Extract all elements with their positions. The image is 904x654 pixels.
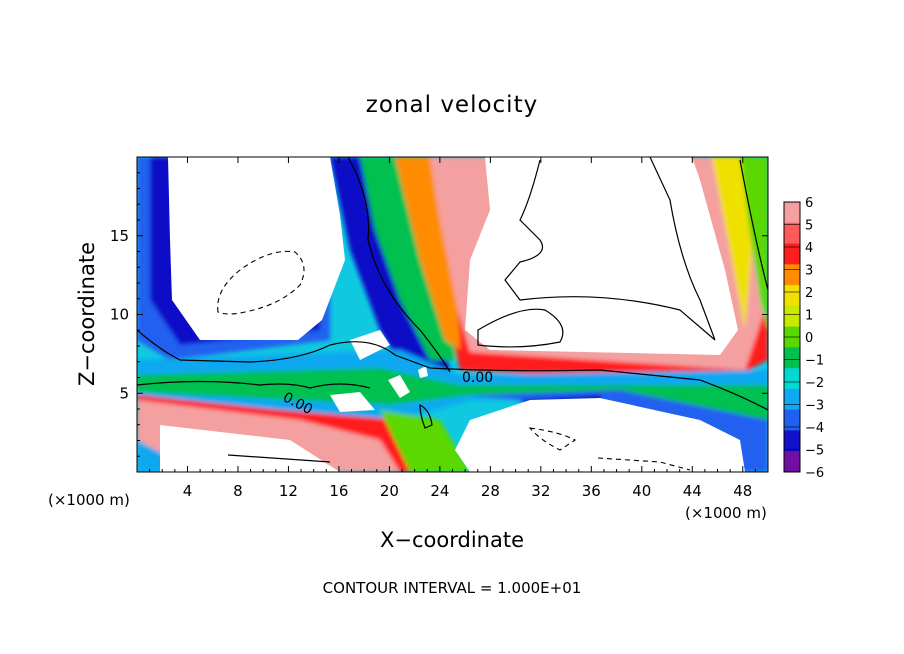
x-tick-label: 12 [279,482,298,500]
x-tick-label: 4 [183,482,193,500]
colorbar-swatch [784,409,800,431]
colorbar-label: −5 [805,444,824,459]
colorbar-label: 3 [805,264,813,279]
x-scale-note-right: (×1000 m) [685,504,767,522]
contour-lines [137,157,768,463]
colorbar-label: −1 [805,354,824,369]
colorbar-label: 1 [805,309,813,324]
x-axis-label: X−coordinate [380,528,524,552]
colorbar-label: −6 [805,466,824,481]
colorbar-swatch [784,347,800,369]
colorbar: 6 5 4 3 2 1 0 −1 −2 −3 −4 −5 −6 [783,196,824,481]
colorbar-swatch [784,305,800,328]
colorbar-swatch [784,388,800,411]
colorbar-label: −3 [805,399,824,414]
x-tick-label: 24 [430,482,449,500]
y-axis-ticks: 5 10 15 [110,172,768,457]
heatmap-field [137,157,768,472]
colorbar-label: −4 [805,421,824,436]
colorbar-label: 4 [805,241,813,256]
x-tick-label: 48 [733,482,752,500]
x-axis-ticks: 4 8 12 16 20 24 28 32 36 40 44 48 [149,157,756,500]
y-tick-label: 10 [110,306,129,324]
x-scale-note-left: (×1000 m) [48,491,130,509]
colorbar-swatch [784,430,800,452]
colorbar-swatch [784,368,800,390]
x-tick-label: 16 [329,482,348,500]
colorbar-label: 6 [805,196,813,211]
colorbar-label: 5 [805,219,813,234]
x-tick-label: 40 [632,482,651,500]
chart-title: zonal velocity [366,92,538,118]
colorbar-swatch [784,202,800,224]
y-tick-label: 5 [119,384,129,402]
colorbar-swatch [784,264,800,286]
contour-interval-footer: CONTOUR INTERVAL = 1.000E+01 [323,579,582,597]
colorbar-swatch [784,285,800,307]
dashed-contours [217,250,691,471]
y-axis-label: Z−coordinate [75,242,99,386]
x-tick-label: 32 [531,482,550,500]
x-tick-label: 44 [683,482,702,500]
colorbar-swatch [784,243,800,265]
colorbar-label: 0 [805,331,813,346]
y-tick-label: 15 [110,227,129,245]
colorbar-label: 2 [805,286,813,301]
colorbar-label: −2 [805,376,824,391]
contour-label-1: 0.00 [462,370,493,386]
x-tick-label: 28 [481,482,500,500]
x-tick-label: 20 [380,482,399,500]
x-tick-label: 36 [582,482,601,500]
x-tick-label: 8 [233,482,243,500]
colorbar-swatch [784,451,800,473]
colorbar-swatch [784,222,800,245]
